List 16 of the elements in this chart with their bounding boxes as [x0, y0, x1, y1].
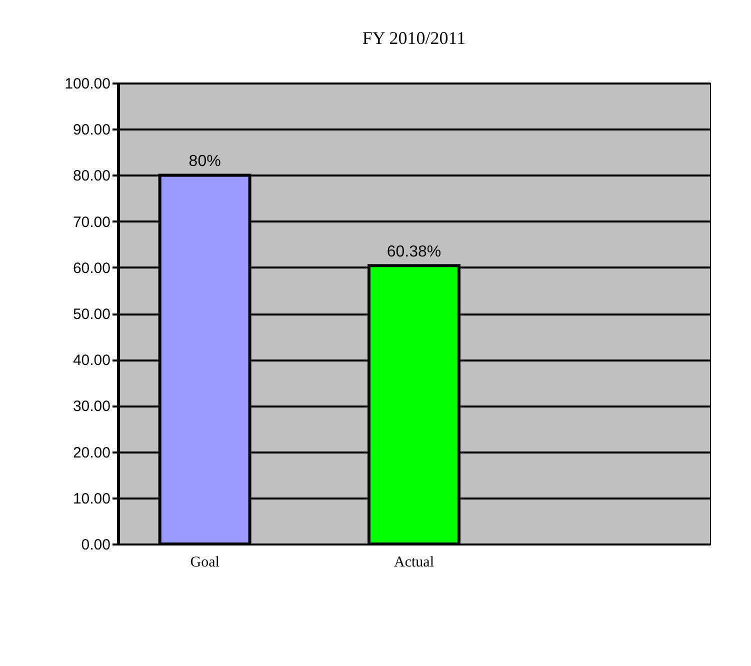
y-tick-label: 20.00: [72, 444, 110, 462]
y-tick-label: 10.00: [72, 490, 110, 508]
y-tick-label: 50.00: [72, 306, 110, 323]
y-tick-label: 0.00: [81, 536, 110, 554]
y-tick-label: 60.00: [72, 260, 110, 277]
x-tick-label: Actual: [394, 554, 434, 570]
y-tick-label: 90.00: [72, 122, 110, 139]
data-label: 80%: [188, 153, 221, 170]
x-tick-label: Goal: [190, 554, 220, 570]
chart-title: FY 2010/2011: [362, 28, 466, 48]
y-tick-label: 80.00: [72, 168, 110, 185]
y-tick-label: 30.00: [72, 398, 110, 416]
data-label: 60.38%: [386, 244, 442, 261]
y-tick-label: 100.00: [64, 76, 110, 92]
y-tick-label: 40.00: [72, 352, 110, 370]
y-tick-label: 70.00: [72, 214, 110, 231]
